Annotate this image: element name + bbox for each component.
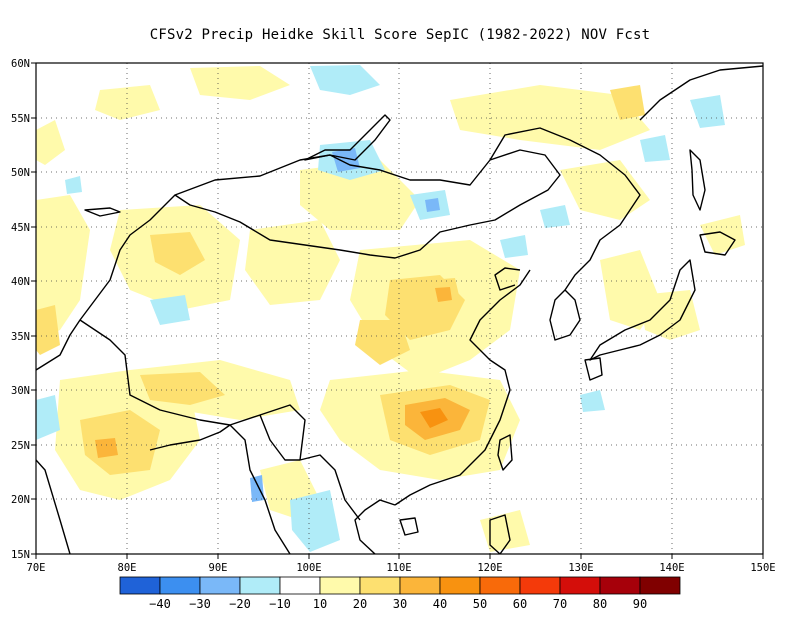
himalaya-border [79,319,306,461]
x-tick-label: 100E [296,562,321,574]
colorbar-label: 90 [633,597,647,611]
sakhalin [689,149,706,211]
x-tick-label: 120E [477,562,502,574]
colorbar-label: 50 [473,597,487,611]
y-tick-label: 25N [11,440,30,452]
y-tick-label: 50N [11,167,30,179]
x-tick-label: 130E [568,562,593,574]
colorbar-labels: −40 −30 −20 −10 10 20 30 40 50 60 70 80 90 [149,597,647,611]
y-tick-label: 30N [11,385,30,397]
coastlines-and-borders [36,65,763,554]
colorbar-label: 20 [353,597,367,611]
y-tick-label: 40N [11,276,30,288]
colorbar-label: 80 [593,597,607,611]
colorbar-swatch [279,576,321,595]
colorbar-swatch [519,576,561,595]
y-tick-label: 55N [11,113,30,125]
philippines [489,514,511,554]
y-tick-label: 45N [11,222,30,234]
x-tick-label: 110E [386,562,411,574]
colorbar-swatch [359,576,401,595]
x-tick-label: 90E [209,562,228,574]
positive-skill-moderate-patches [36,85,645,475]
y-tick-labels: 15N 20N 25N 30N 35N 40N 45N 50N 55N 60N [11,58,30,561]
colorbar-swatch [599,576,641,595]
colorbar-label: −10 [269,597,291,611]
axis-ticks [31,62,764,559]
positive-skill-peak-patches [420,408,448,428]
colorbar-swatch [199,576,241,595]
bay-coast [229,424,291,554]
indochina-coast [354,499,396,554]
japan-honshu [589,259,696,361]
bohai-coast [494,267,521,291]
colorbar-swatch [559,576,601,595]
lake-baikal [304,114,391,161]
x-tick-label: 80E [118,562,137,574]
colorbar-swatch [239,576,281,595]
japan-kyushu [584,357,603,381]
x-tick-labels: 70E 80E 90E 100E 110E 120E 130E 140E 150… [27,562,776,574]
y-tick-label: 60N [11,58,30,70]
northeast-coast [489,127,641,291]
colorbar-swatch [159,576,201,595]
hainan [399,517,419,536]
y-tick-label: 15N [11,549,30,561]
colorbar [119,576,681,595]
myanmar-border [259,414,361,521]
y-tick-label: 20N [11,494,30,506]
colorbar-swatch [639,576,681,595]
colorbar-label: 40 [433,597,447,611]
west-border [36,194,176,371]
x-tick-label: 140E [659,562,684,574]
bengal-coast [149,424,231,451]
colorbar-label: 10 [313,597,327,611]
colorbar-label: −40 [149,597,171,611]
y-tick-label: 35N [11,331,30,343]
colorbar-label: −20 [229,597,251,611]
colorbar-swatch [119,576,161,595]
skill-fields [36,63,763,554]
lake-balkhash [84,207,121,217]
india-coast [36,459,71,554]
colorbar-label: 60 [513,597,527,611]
colorbar-swatch [399,576,441,595]
far-east-coast [639,65,763,121]
colorbar-label: −30 [189,597,211,611]
colorbar-swatch [319,576,361,595]
x-tick-label: 150E [750,562,775,574]
colorbar-label: 30 [393,597,407,611]
x-tick-label: 70E [27,562,46,574]
colorbar-swatch [479,576,521,595]
taiwan [497,434,513,471]
mongolia-border [174,149,561,259]
china-east-coast [394,269,531,506]
japan-hokkaido [699,231,736,256]
colorbar-swatch [439,576,481,595]
colorbar-label: 70 [553,597,567,611]
korea-coast [549,289,581,341]
chart-title: CFSv2 Precip Heidke Skill Score SepIC (1… [149,27,651,43]
